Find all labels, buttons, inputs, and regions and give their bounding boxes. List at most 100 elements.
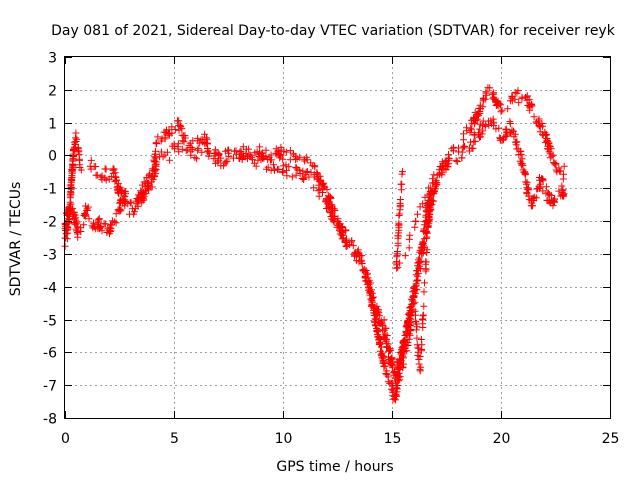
data-point xyxy=(409,293,417,301)
data-point xyxy=(427,190,435,198)
data-point xyxy=(421,193,429,201)
data-point xyxy=(396,259,404,267)
data-point xyxy=(471,117,479,125)
data-point xyxy=(394,248,401,255)
data-point xyxy=(421,279,428,287)
data-point xyxy=(74,145,82,153)
data-point xyxy=(148,178,156,186)
data-point xyxy=(72,216,80,224)
data-point xyxy=(358,260,366,267)
data-point xyxy=(407,315,415,323)
data-point xyxy=(392,396,399,404)
data-point xyxy=(120,192,128,200)
data-point xyxy=(348,237,356,245)
data-point xyxy=(180,138,188,146)
data-point xyxy=(424,223,432,230)
data-point xyxy=(69,153,77,160)
data-point xyxy=(411,299,419,307)
data-point xyxy=(338,224,346,232)
data-point xyxy=(130,210,138,218)
data-point xyxy=(508,94,516,102)
data-point xyxy=(372,322,380,330)
data-point xyxy=(283,172,291,180)
data-point xyxy=(490,89,498,97)
data-point xyxy=(215,156,223,164)
data-point xyxy=(144,185,152,193)
data-point xyxy=(84,203,92,211)
data-point xyxy=(499,136,507,144)
data-point xyxy=(70,212,78,220)
data-point xyxy=(163,126,170,134)
data-point xyxy=(542,183,550,191)
data-point xyxy=(413,334,421,342)
data-point xyxy=(278,167,286,175)
data-point xyxy=(112,174,120,181)
data-point xyxy=(530,113,538,121)
y-tick-label: 2 xyxy=(48,84,57,100)
data-point xyxy=(76,156,83,164)
data-point xyxy=(538,131,546,139)
data-point xyxy=(395,377,403,385)
data-point xyxy=(112,219,120,227)
data-point xyxy=(140,178,148,186)
data-points xyxy=(61,84,568,404)
data-point xyxy=(303,156,311,164)
data-point xyxy=(175,117,183,125)
data-point xyxy=(368,300,376,308)
data-point xyxy=(259,154,266,162)
data-point xyxy=(380,326,388,334)
data-point xyxy=(408,308,416,316)
data-point xyxy=(152,160,160,168)
data-point xyxy=(116,205,124,213)
data-point xyxy=(418,244,426,252)
data-point xyxy=(413,267,420,275)
data-point xyxy=(384,373,392,381)
data-point xyxy=(377,350,385,358)
data-point xyxy=(420,288,428,296)
data-point xyxy=(186,139,194,147)
x-axis-title: GPS time / hours xyxy=(276,459,393,475)
data-point xyxy=(80,212,88,219)
data-point xyxy=(476,108,484,115)
y-tick-label: -1 xyxy=(43,182,57,198)
data-point xyxy=(223,157,231,165)
data-point xyxy=(97,223,105,231)
data-point xyxy=(393,253,401,261)
data-point xyxy=(430,171,438,179)
data-point xyxy=(325,198,333,206)
data-point xyxy=(362,277,370,285)
data-point xyxy=(543,135,551,142)
data-point xyxy=(178,131,186,139)
data-point xyxy=(388,364,396,372)
data-point xyxy=(425,211,433,219)
data-point xyxy=(117,199,124,206)
data-point xyxy=(140,190,148,198)
data-point xyxy=(422,217,430,225)
data-point xyxy=(538,175,546,183)
x-tick-label: 15 xyxy=(384,431,402,447)
data-point xyxy=(117,206,125,214)
data-point xyxy=(80,221,88,229)
data-point xyxy=(438,165,446,173)
data-point xyxy=(396,366,403,373)
data-point xyxy=(393,358,401,366)
data-point xyxy=(329,204,337,212)
data-point xyxy=(414,352,422,359)
data-point xyxy=(168,123,176,131)
data-point xyxy=(560,162,568,170)
data-point xyxy=(378,319,386,327)
data-point xyxy=(373,306,381,314)
data-point xyxy=(535,185,543,192)
data-point xyxy=(395,219,403,227)
data-point xyxy=(300,176,308,183)
data-point xyxy=(429,179,437,187)
data-point xyxy=(404,339,412,346)
data-point xyxy=(194,144,202,152)
data-point xyxy=(558,182,566,190)
data-point xyxy=(198,148,206,156)
y-tick-label: -7 xyxy=(43,379,57,395)
data-point xyxy=(423,217,430,225)
data-point xyxy=(222,158,230,166)
data-point xyxy=(342,243,350,250)
data-point xyxy=(545,190,553,198)
